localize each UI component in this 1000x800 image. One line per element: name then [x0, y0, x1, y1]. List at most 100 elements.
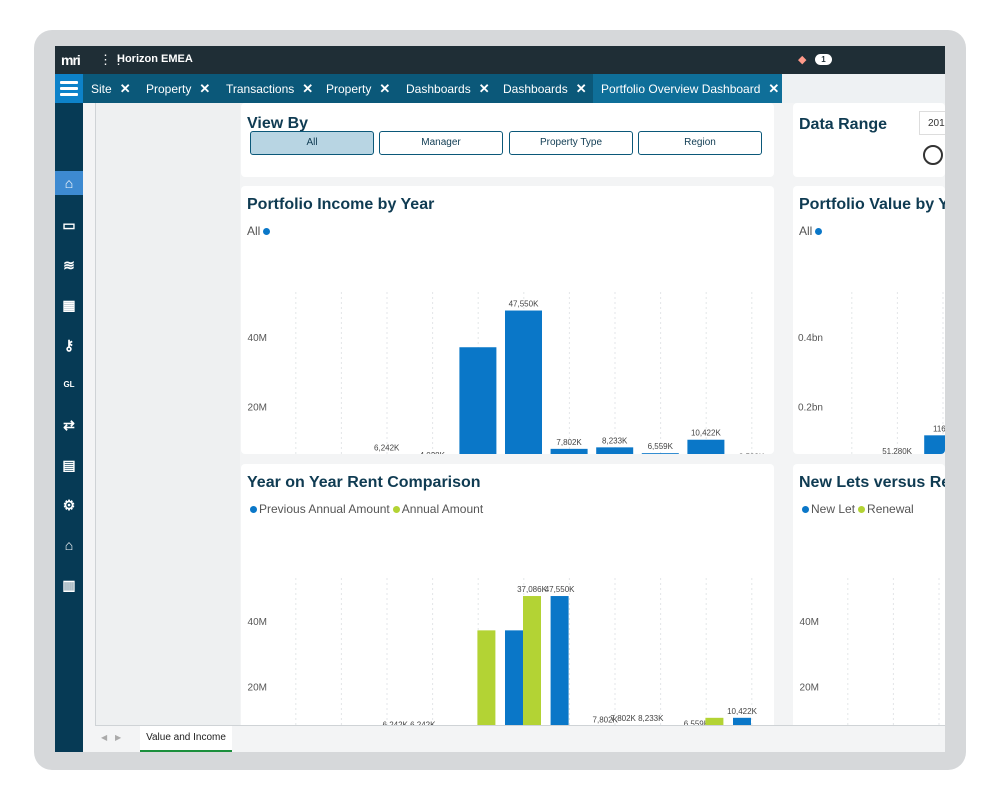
bar — [705, 717, 724, 729]
legend-label: Annual Amount — [401, 502, 484, 516]
gl-icon[interactable]: GL — [63, 380, 75, 389]
close-icon[interactable]: ✕ — [379, 81, 391, 96]
tab-dashboards-2[interactable]: Dashboards ✕ — [503, 74, 587, 103]
legend-dot — [858, 505, 866, 513]
chart-legend: All — [247, 224, 272, 238]
view-by-all-button[interactable]: All — [250, 131, 374, 155]
settings-icon[interactable]: ⚙ — [62, 497, 76, 513]
y-tick-label: 40M — [248, 617, 267, 628]
view-by-title: View By — [247, 115, 309, 132]
transfer-icon[interactable]: ⇄ — [63, 417, 75, 433]
close-icon[interactable]: ✕ — [119, 81, 131, 96]
y-tick-label: 0.4bn — [798, 333, 823, 344]
income-bar-chart: 0M20M40M708K3,247K6,242K4,028K47,550K7,8… — [248, 292, 765, 454]
tab-label: Site — [91, 82, 112, 96]
bar — [459, 347, 497, 454]
y-tick-label: 0.2bn — [798, 402, 823, 413]
data-label: 10,422K — [727, 707, 757, 716]
data-label: 47,550K — [509, 300, 539, 309]
app-window: mri ⋮⋮ Horizon EMEA ◆ 1 Site ✕ Property ✕ … — [55, 46, 945, 752]
tab-label: Portfolio Overview Dashboard — [601, 82, 761, 96]
data-label: 7,802K — [593, 715, 619, 724]
view-by-region-button[interactable]: Region — [638, 131, 762, 155]
legend-dot — [263, 227, 271, 235]
date-slider-handle[interactable] — [923, 145, 943, 165]
y-tick-label: 20M — [800, 682, 819, 693]
bar — [924, 435, 945, 454]
data-label: 7,802K — [556, 438, 582, 447]
rent-comparison-card: Year on Year Rent Comparison Previous An… — [241, 464, 774, 729]
sheet-tab-bar: ◀ ▶ Value and Income — [95, 725, 945, 752]
tab-portfolio-overview-dashboard[interactable]: Portfolio Overview Dashboard ✕ — [593, 74, 788, 103]
bar — [733, 717, 751, 729]
key-icon[interactable]: ⚷ — [63, 337, 75, 353]
y-tick-label: 40M — [800, 617, 819, 628]
data-label: 6,242K — [410, 721, 436, 729]
bar — [641, 453, 679, 454]
tab-property[interactable]: Property ✕ — [146, 74, 210, 103]
portfolio-value-card: Portfolio Value by Y All 0.0bn0.2bn0.4bn… — [793, 186, 945, 454]
data-label: 37,086K — [517, 585, 547, 594]
chart-title: New Lets versus Re — [799, 474, 945, 491]
next-sheet-icon[interactable]: ▶ — [115, 733, 122, 742]
chart-legend: Previous Annual Amount Annual Amount — [247, 502, 483, 516]
tab-transactions[interactable]: Transactions ✕ — [226, 74, 313, 103]
legend-dot — [815, 227, 823, 235]
left-nav: ⌂ ▭ ≋ ▦ ⚷ GL ⇄ ▤ ⚙ ⌂ ▥ ♟ — [55, 103, 83, 752]
data-label: 6,242K — [383, 721, 409, 729]
database-icon[interactable]: ≋ — [63, 257, 75, 273]
view-by-property-type-button[interactable]: Property Type — [509, 131, 633, 155]
y-tick-label: 20M — [248, 682, 267, 693]
sheet-tab-value-and-income[interactable]: Value and Income — [140, 726, 232, 752]
monitor-icon[interactable]: ▭ — [62, 217, 76, 233]
bar — [550, 448, 588, 454]
tab-label: Transactions — [226, 82, 295, 96]
data-label: 6,559K — [684, 719, 710, 728]
data-label: 6,242K — [374, 443, 400, 452]
data-label: 10,422K — [691, 429, 721, 438]
hamburger-menu-icon[interactable] — [55, 74, 83, 103]
bar — [505, 630, 523, 729]
chart-legend: All — [799, 224, 824, 238]
view-by-manager-button[interactable]: Manager — [379, 131, 503, 155]
building-icon[interactable]: ▦ — [62, 297, 76, 313]
close-icon[interactable]: ✕ — [302, 81, 314, 96]
environment-title[interactable]: Horizon EMEA — [117, 53, 193, 65]
bar — [596, 447, 634, 454]
close-icon[interactable]: ✕ — [575, 81, 587, 96]
close-icon[interactable]: ✕ — [199, 81, 211, 96]
mri-logo: mri — [61, 52, 81, 68]
home-icon[interactable]: ⌂ — [55, 171, 83, 195]
data-range-start-input[interactable]: 201 — [919, 111, 945, 135]
app-grid-icon[interactable]: ⋮⋮ — [99, 52, 125, 67]
tab-property-2[interactable]: Property ✕ — [326, 74, 390, 103]
report-icon[interactable]: ▤ — [62, 457, 76, 473]
legend-dot — [392, 505, 400, 513]
lets-bar-chart: 0M20M40M20142016 — [800, 578, 940, 729]
close-icon[interactable]: ✕ — [768, 81, 780, 96]
legend-dot — [250, 505, 257, 513]
tab-bar-background — [782, 74, 945, 103]
tab-site[interactable]: Site ✕ — [91, 74, 131, 103]
alert-icon[interactable]: ◆ — [798, 54, 807, 66]
data-range-title: Data Range — [799, 116, 888, 133]
bar — [523, 596, 541, 729]
close-icon[interactable]: ✕ — [478, 81, 490, 96]
legend-label: Previous Annual Amount — [259, 502, 390, 516]
legend-label: New Let — [811, 502, 856, 516]
view-by-card: View By All Manager Property Type Region — [241, 103, 774, 177]
bar — [550, 596, 569, 729]
house-settings-icon[interactable]: ⌂ — [64, 537, 74, 553]
data-label: 8,233K — [638, 714, 664, 723]
library-icon[interactable]: ▥ — [62, 577, 76, 593]
tab-dashboards[interactable]: Dashboards ✕ — [406, 74, 490, 103]
tab-label: Property — [326, 82, 372, 96]
alert-count-badge[interactable]: 1 — [815, 54, 832, 65]
top-bar: mri ⋮⋮ Horizon EMEA ◆ 1 — [55, 46, 945, 74]
chart-title: Portfolio Income by Year — [247, 196, 435, 213]
tab-label: Dashboards — [503, 82, 568, 96]
prev-sheet-icon[interactable]: ◀ — [101, 733, 108, 742]
data-label: 8,233K — [602, 436, 628, 445]
data-label: 6,559K — [648, 442, 674, 451]
